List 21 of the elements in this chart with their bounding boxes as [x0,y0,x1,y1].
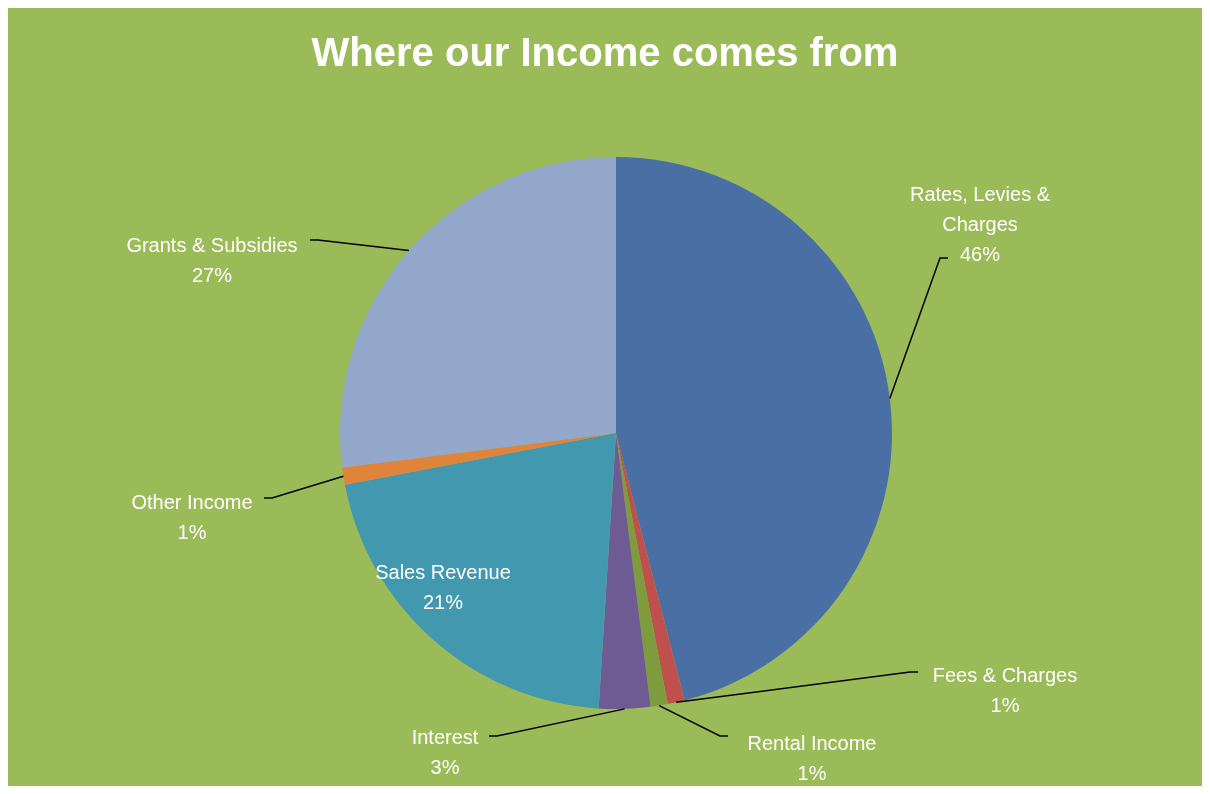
slice-label: Interest [411,726,479,748]
slice-label: Rates, Levies & Charges [909,183,1051,235]
pie-slice [616,433,668,707]
data-label: 3% [430,756,460,778]
slice-label: Other Income [131,491,253,513]
data-label: 1% [177,521,207,543]
data-label: 27% [191,264,233,286]
data-label: 21% [422,591,464,613]
pie-slice [340,157,616,468]
slice-label: Grants & Subsidies [126,234,298,256]
pie-slice [616,433,685,705]
slice-label: Rental Income [747,732,877,754]
pie-slice [344,433,616,709]
data-label: 46% [959,243,1001,265]
data-label: 1% [797,762,827,784]
slice-label: Fees & Charges [932,664,1078,686]
data-label: 1% [990,694,1020,716]
pie-slice [616,157,892,701]
slice-label: Sales Revenue [375,561,511,583]
chart-title: Where our Income comes from [310,30,900,75]
pie-slice [342,433,616,485]
